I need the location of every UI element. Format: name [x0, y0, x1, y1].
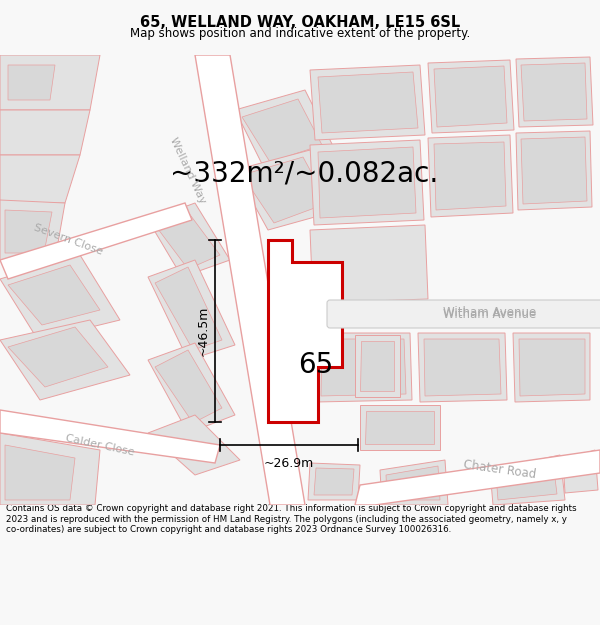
Polygon shape	[513, 333, 590, 402]
Text: ~332m²/~0.082ac.: ~332m²/~0.082ac.	[170, 159, 438, 187]
Polygon shape	[0, 110, 90, 155]
Polygon shape	[521, 63, 587, 121]
Polygon shape	[0, 320, 130, 400]
Polygon shape	[318, 147, 416, 218]
Polygon shape	[516, 57, 593, 127]
Text: Witham Avenue: Witham Avenue	[443, 306, 536, 319]
Polygon shape	[242, 157, 328, 223]
Polygon shape	[235, 150, 340, 230]
Text: Witham Avenue: Witham Avenue	[443, 308, 536, 321]
Polygon shape	[148, 415, 240, 475]
Polygon shape	[310, 65, 425, 140]
Polygon shape	[310, 301, 600, 325]
Polygon shape	[242, 99, 322, 162]
Polygon shape	[521, 137, 587, 204]
Polygon shape	[308, 463, 360, 500]
Polygon shape	[365, 411, 434, 444]
Polygon shape	[314, 468, 354, 495]
Polygon shape	[8, 65, 55, 100]
Text: Severn Close: Severn Close	[32, 223, 104, 257]
Polygon shape	[496, 462, 557, 500]
Polygon shape	[424, 339, 501, 396]
Polygon shape	[155, 267, 222, 350]
Polygon shape	[0, 200, 65, 260]
Polygon shape	[235, 90, 335, 170]
Polygon shape	[310, 140, 424, 225]
Polygon shape	[360, 405, 440, 450]
Text: 65, WELLAND WAY, OAKHAM, LE15 6SL: 65, WELLAND WAY, OAKHAM, LE15 6SL	[140, 16, 460, 31]
Polygon shape	[0, 55, 100, 110]
Polygon shape	[316, 333, 412, 402]
Polygon shape	[0, 433, 100, 505]
Text: Welland Way: Welland Way	[168, 136, 208, 204]
Polygon shape	[8, 265, 100, 325]
Polygon shape	[5, 445, 75, 500]
Polygon shape	[434, 66, 507, 127]
Polygon shape	[148, 260, 235, 360]
Polygon shape	[155, 212, 220, 269]
Polygon shape	[0, 203, 192, 279]
Polygon shape	[148, 343, 235, 433]
Text: Map shows position and indicative extent of the property.: Map shows position and indicative extent…	[130, 27, 470, 39]
Text: ~46.5m: ~46.5m	[197, 306, 210, 356]
Polygon shape	[155, 350, 222, 423]
Polygon shape	[386, 466, 440, 500]
Polygon shape	[428, 60, 514, 133]
Polygon shape	[321, 339, 406, 396]
Polygon shape	[0, 155, 80, 203]
Text: ~26.9m: ~26.9m	[264, 457, 314, 470]
FancyBboxPatch shape	[327, 300, 600, 328]
Polygon shape	[360, 341, 394, 391]
Polygon shape	[0, 255, 120, 340]
Polygon shape	[318, 72, 418, 133]
Text: Calder Close: Calder Close	[65, 433, 136, 457]
Polygon shape	[519, 339, 585, 396]
Polygon shape	[195, 55, 305, 505]
Polygon shape	[355, 335, 400, 397]
Polygon shape	[268, 240, 342, 422]
Polygon shape	[516, 131, 592, 210]
Text: Chater Road: Chater Road	[463, 459, 537, 481]
Polygon shape	[490, 455, 565, 505]
Polygon shape	[434, 142, 506, 210]
Polygon shape	[148, 203, 230, 277]
Text: Contains OS data © Crown copyright and database right 2021. This information is : Contains OS data © Crown copyright and d…	[6, 504, 577, 534]
Polygon shape	[310, 225, 428, 303]
Polygon shape	[8, 327, 108, 387]
Polygon shape	[563, 450, 598, 493]
Polygon shape	[418, 333, 507, 402]
Polygon shape	[355, 450, 600, 505]
Polygon shape	[380, 460, 448, 505]
Polygon shape	[0, 410, 220, 463]
Text: 65: 65	[298, 351, 334, 379]
Polygon shape	[5, 210, 52, 253]
Polygon shape	[428, 135, 513, 217]
